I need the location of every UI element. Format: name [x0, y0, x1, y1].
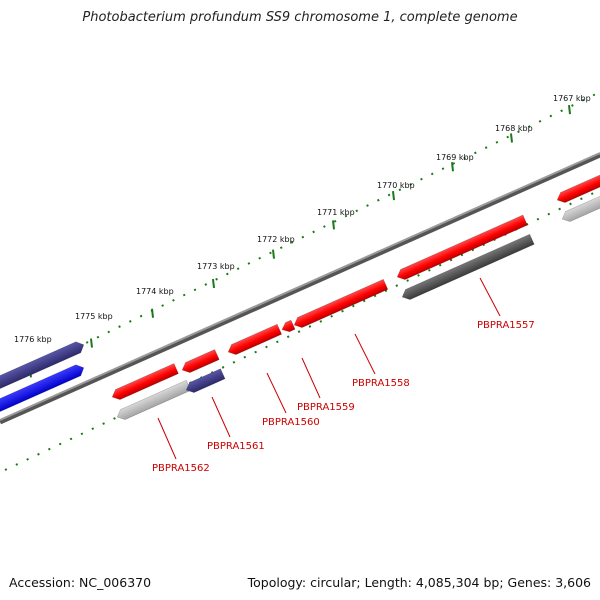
- genome-summary-text: Topology: circular; Length: 4,085,304 bp…: [247, 575, 591, 590]
- gene-leader-line: [211, 396, 231, 438]
- tick-label: 1773 kbp: [197, 262, 235, 271]
- tick-label: 1770 kbp: [377, 181, 415, 190]
- major-tick-mark: [272, 249, 275, 259]
- tick-label: 1772 kbp: [257, 235, 295, 244]
- gene-leader-line: [157, 417, 177, 460]
- gene-leader-line: [354, 333, 376, 375]
- major-tick-mark: [568, 105, 571, 115]
- tick-label: 1768 kbp: [495, 124, 533, 133]
- map-title: Photobacterium profundum SS9 chromosome …: [82, 10, 518, 25]
- tick-label: 1775 kbp: [75, 312, 113, 321]
- features-group: [0, 172, 600, 420]
- inner-tick-track: [4, 189, 600, 471]
- gene-label: PBPRA1561: [207, 441, 265, 452]
- tick-label: 1771 kbp: [317, 208, 355, 217]
- major-tick-mark: [151, 308, 154, 318]
- tick-label: 1769 kbp: [436, 153, 474, 162]
- tick-label: 1776 kbp: [14, 335, 52, 344]
- feature-pbpra1558: [293, 278, 389, 328]
- gene-label: PBPRA1560: [262, 417, 320, 428]
- feature-blue-1: [0, 364, 85, 415]
- feature-pbpra1561-strand: [181, 349, 220, 373]
- feature-light-1: [116, 379, 192, 420]
- ticks-group: 1767 kbp 1768 kbp 1769 kbp 1770 kbp 1771 kbp…: [14, 94, 591, 378]
- gene-label: PBPRA1559: [297, 402, 355, 413]
- feature-slate-1: [0, 341, 85, 392]
- feature-pbpra1561: [185, 368, 226, 393]
- genome-backbone-highlight: [0, 152, 600, 421]
- major-tick-mark: [212, 278, 215, 289]
- major-tick-mark: [392, 190, 395, 201]
- feature-red-edge: [556, 172, 600, 203]
- major-tick-mark: [332, 220, 335, 230]
- accession-text: Accession: NC_006370: [9, 575, 152, 590]
- gene-leader-line: [266, 372, 287, 414]
- tick-label: 1767 kbp: [553, 94, 591, 103]
- feature-pbpra1557: [401, 233, 535, 300]
- gene-label: PBPRA1558: [352, 378, 410, 389]
- genome-backbone: [0, 152, 600, 425]
- outer-tick-track: [0, 91, 600, 386]
- tick-label: 1774 kbp: [136, 287, 174, 296]
- gene-label: PBPRA1562: [152, 463, 210, 474]
- major-tick-mark: [510, 133, 513, 143]
- feature-light-edge: [561, 193, 600, 222]
- major-tick-mark: [90, 338, 93, 348]
- feature-pbpra1560: [227, 323, 283, 355]
- gene-leader-line: [479, 277, 501, 317]
- major-tick-mark: [451, 162, 454, 172]
- feature-pbpra1562: [111, 363, 179, 400]
- gene-leader-line: [301, 357, 321, 399]
- feature-pbpra1559: [281, 319, 296, 333]
- gene-labels-group: PBPRA1557 PBPRA1558 PBPRA1559 PBPRA1560 PBPR…: [152, 277, 535, 474]
- gene-label: PBPRA1557: [477, 320, 535, 331]
- feature-red-large: [396, 214, 528, 280]
